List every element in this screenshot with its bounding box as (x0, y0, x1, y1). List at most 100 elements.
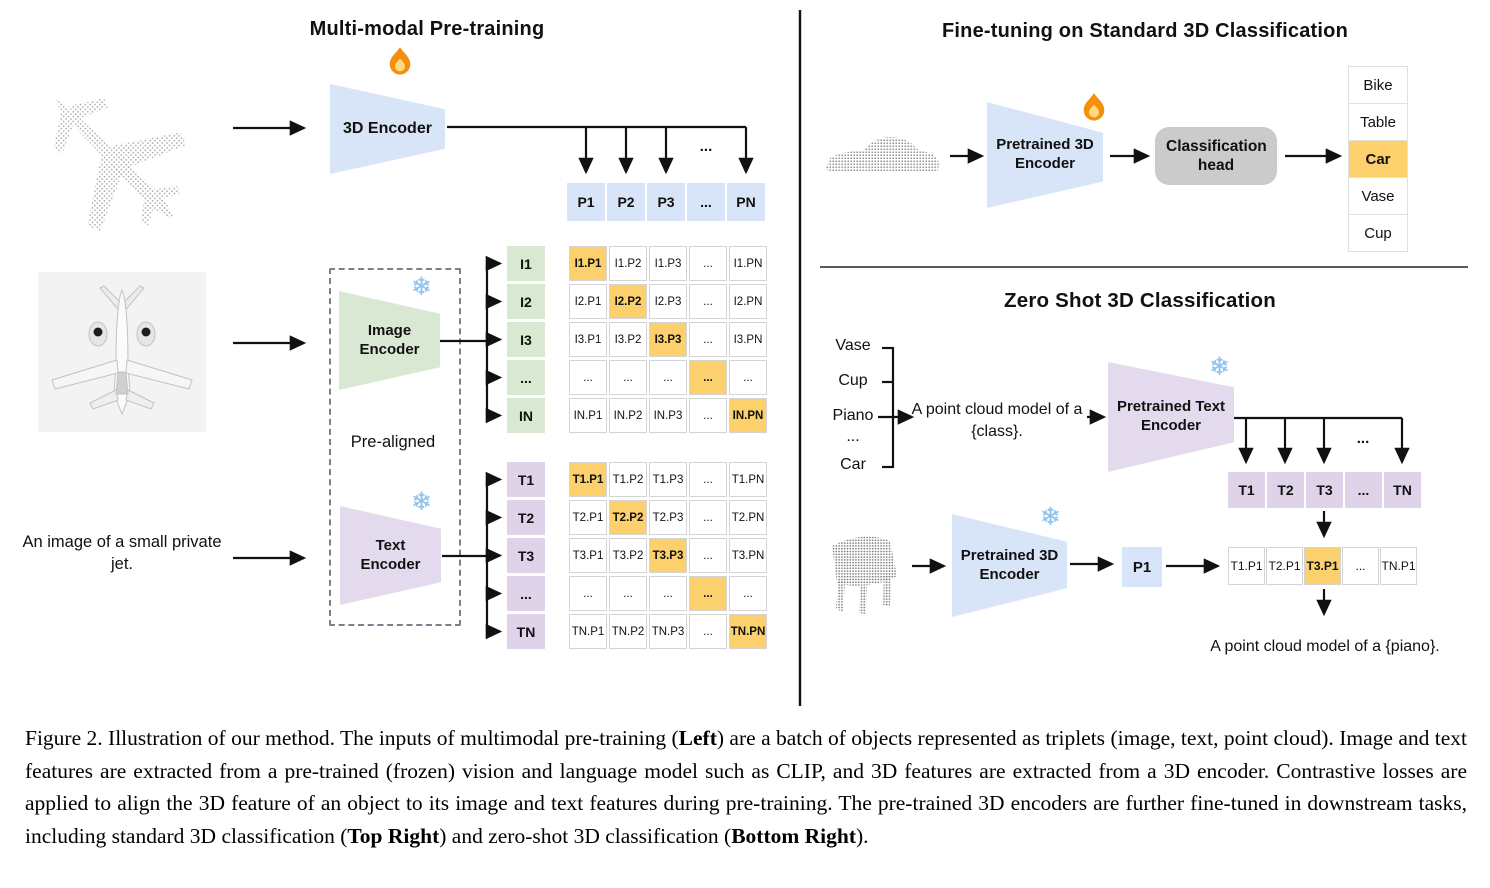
i-header-cell: IN (507, 398, 545, 433)
t-matrix-cell: TN.PN (729, 614, 767, 649)
p-cell: P2 (607, 183, 645, 221)
t-matrix-cell: ... (689, 576, 727, 611)
fanout-ellipsis: ... (1356, 430, 1370, 447)
i-header-cell: I2 (507, 284, 545, 319)
i-matrix-cell: I2.P2 (609, 284, 647, 319)
i-matrix-cell: IN.P3 (649, 398, 687, 433)
caption-segment: ) are a batch of objects represented as … (25, 726, 1467, 849)
t-matrix-cell: ... (569, 576, 607, 611)
zeroshot-class-label: Car (840, 456, 866, 473)
i-matrix-cell: IN.PN (729, 398, 767, 433)
t-matrix-cell: T1.PN (729, 462, 767, 497)
text-feature-row: T1 T2 T3... TN (1228, 472, 1421, 508)
airplane-point-cloud (20, 52, 205, 262)
i-matrix-cell: I3.P3 (649, 322, 687, 357)
i-matrix-cell: IN.P1 (569, 398, 607, 433)
t-row-cell: TN (1384, 472, 1421, 508)
snowflake-icon: ❄ (1209, 353, 1230, 381)
left-section-title: Multi-modal Pre-training (309, 18, 545, 40)
prompt-text: A point cloud model of a {class}. (911, 401, 1083, 440)
airplane-photo (38, 272, 206, 432)
i-matrix-cell: ... (689, 284, 727, 319)
i-header-cell: ... (507, 360, 545, 395)
i-matrix-cell: I1.PN (729, 246, 767, 281)
fanout-ellipsis: ... (699, 138, 713, 155)
class-cell: Car (1348, 140, 1408, 178)
i-matrix-cell: ... (609, 360, 647, 395)
t-header-cell: ... (507, 576, 545, 611)
image-feature-column: I1 I2 I3... IN (507, 246, 545, 433)
t-header-cell: T2 (507, 500, 545, 535)
t-matrix-cell: ... (689, 614, 727, 649)
t-matrix-cell: ... (689, 538, 727, 573)
t-matrix-cell: T3.P3 (649, 538, 687, 573)
tp-cell: T2.P1 (1266, 547, 1303, 585)
i-matrix-cell: ... (689, 246, 727, 281)
t-matrix-cell: T2.PN (729, 500, 767, 535)
t-matrix-cell: TN.P3 (649, 614, 687, 649)
t-matrix-cell: T2.P2 (609, 500, 647, 535)
t-header-cell: T3 (507, 538, 545, 573)
t-row-cell: T1 (1228, 472, 1265, 508)
i-matrix-cell: I1.P3 (649, 246, 687, 281)
t-matrix-cell: TN.P1 (569, 614, 607, 649)
class-cell: Vase (1348, 177, 1408, 215)
prealigned-dashed-box (329, 268, 461, 626)
zeroshot-result-text: A point cloud model of a {piano}. (1210, 638, 1440, 655)
tp-cell: T1.P1 (1228, 547, 1265, 585)
class-prediction-list: Bike Table Car Vase Cup (1348, 66, 1408, 252)
caption-segment: Left (678, 726, 717, 750)
classification-head-label: Classification head (1166, 137, 1267, 174)
snowflake-icon: ❄ (1040, 503, 1061, 531)
t-row-cell: ... (1345, 472, 1382, 508)
caption-segment: Bottom Right (731, 824, 857, 849)
flame-icon (386, 46, 414, 78)
caption-segment: ) and zero-shot 3D classification ( (439, 824, 732, 849)
i-matrix-cell: I2.P3 (649, 284, 687, 319)
i-matrix-cell: I1.P2 (609, 246, 647, 281)
prealigned-label: Pre-aligned (350, 433, 436, 451)
t-header-cell: TN (507, 614, 545, 649)
t-matrix-cell: TN.P2 (609, 614, 647, 649)
image-encoder-label: Image Encoder (359, 321, 420, 358)
car-point-cloud (820, 124, 945, 182)
i-matrix-cell: ... (689, 398, 727, 433)
tp-cell: T3.P1 (1304, 547, 1341, 585)
snowflake-icon: ❄ (411, 273, 432, 301)
class-cell: Cup (1348, 214, 1408, 252)
i-matrix-cell: ... (689, 360, 727, 395)
i-matrix-cell: I3.PN (729, 322, 767, 357)
t-matrix-cell: ... (689, 462, 727, 497)
t-matrix-cell: T1.P2 (609, 462, 647, 497)
p-cell: PN (727, 183, 765, 221)
text-input-caption: An image of a small private jet. (22, 533, 222, 574)
p-cell: P1 (567, 183, 605, 221)
t-row-cell: T2 (1267, 472, 1304, 508)
tp-cell: ... (1342, 547, 1379, 585)
p-cell: P3 (647, 183, 685, 221)
p-feature-row: P1 P2 P3... PN (567, 183, 765, 221)
i-matrix-cell: I3.P2 (609, 322, 647, 357)
3d-encoder-label: 3D Encoder (343, 120, 432, 137)
finetune-section-title: Fine-tuning on Standard 3D Classificatio… (941, 20, 1348, 42)
similarity-score-row: T1.P1 T2.P1 T3.P1... TN.P1 (1228, 547, 1417, 585)
snowflake-icon: ❄ (411, 488, 432, 516)
zeroshot-section-title: Zero Shot 3D Classification (1004, 289, 1276, 312)
arrows (233, 10, 1468, 706)
p1-feature-cell: P1 (1122, 547, 1162, 587)
flame-icon (1080, 92, 1108, 124)
i-matrix-cell: ... (689, 322, 727, 357)
i-matrix-cell: ... (569, 360, 607, 395)
t-header-cell: T1 (507, 462, 545, 497)
pretrained-3d-encoder-label: Pretrained 3D Encoder (996, 136, 1094, 172)
t-matrix-cell: T1.P1 (569, 462, 607, 497)
i-header-cell: I3 (507, 322, 545, 357)
i-header-cell: I1 (507, 246, 545, 281)
t-matrix-cell: T3.PN (729, 538, 767, 573)
t-matrix-cell: ... (689, 500, 727, 535)
t-row-cell: T3 (1306, 472, 1343, 508)
text-encoder-label: Text Encoder (360, 536, 421, 573)
i-matrix-cell: ... (649, 360, 687, 395)
t-matrix-cell: T3.P2 (609, 538, 647, 573)
i-matrix-cell: IN.P2 (609, 398, 647, 433)
